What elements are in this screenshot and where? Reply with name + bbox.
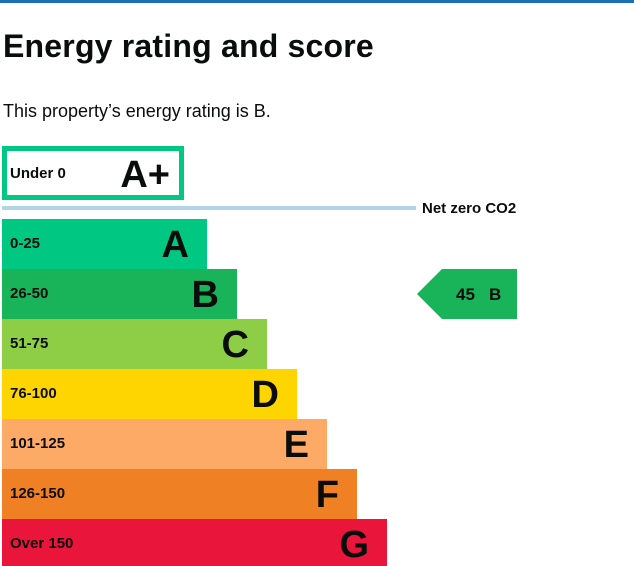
band-a-plus-letter: A+	[120, 154, 170, 196]
band-c-range: 51-75	[10, 335, 48, 352]
band-f-range: 126-150	[10, 485, 65, 502]
band-e-letter: E	[284, 424, 309, 466]
band-a-plus-range: Under 0	[10, 165, 66, 182]
band-b-bar	[2, 269, 237, 319]
band-b-range: 26-50	[10, 285, 48, 302]
current-rating-letter: B	[489, 285, 501, 304]
band-a-letter: A	[162, 224, 189, 266]
rating-summary: This property’s energy rating is B.	[3, 101, 271, 121]
header-rule	[0, 0, 634, 3]
current-rating-arrow	[417, 269, 517, 319]
band-g-letter: G	[339, 524, 369, 566]
current-score-value: 45	[456, 285, 475, 304]
band-a-bar	[2, 219, 207, 269]
band-a-range: 0-25	[10, 235, 40, 252]
band-d-letter: D	[252, 374, 279, 416]
band-d-range: 76-100	[10, 385, 57, 402]
band-g-range: Over 150	[10, 535, 73, 552]
band-c-bar	[2, 319, 267, 369]
band-a-plus-outline	[2, 146, 184, 200]
band-d-bar	[2, 369, 297, 419]
band-g-bar	[2, 519, 387, 566]
page-title: Energy rating and score	[3, 28, 374, 64]
net-zero-label: Net zero CO2	[422, 200, 516, 217]
band-b-letter: B	[192, 274, 219, 316]
band-c-letter: C	[222, 324, 249, 366]
band-e-range: 101-125	[10, 435, 65, 452]
band-f-bar	[2, 469, 357, 519]
band-e-bar	[2, 419, 327, 469]
band-f-letter: F	[316, 474, 339, 516]
